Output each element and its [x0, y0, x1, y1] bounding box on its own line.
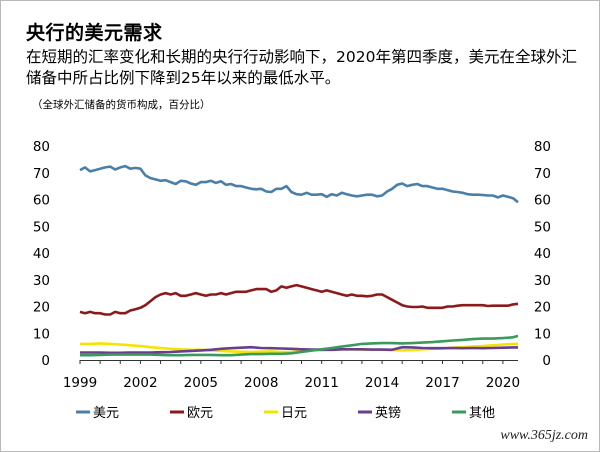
- y-tick-label-left: 50: [33, 219, 50, 235]
- chart-title: 央行的美元需求: [26, 22, 163, 44]
- chart-note: （全球外汇储备的货币构成，百分比）: [32, 99, 211, 111]
- y-tick-label-right: 60: [534, 193, 551, 209]
- legend-label: 英镑: [375, 405, 401, 421]
- y-tick-label-left: 70: [33, 166, 50, 182]
- legend-label: 美元: [93, 406, 119, 421]
- x-tick-label: 2020: [486, 375, 520, 391]
- x-tick-label: 2014: [365, 375, 399, 391]
- series-line-4: [80, 345, 518, 355]
- y-tick-label-left: 10: [33, 326, 50, 342]
- x-tick-label: 2008: [244, 375, 278, 391]
- legend-label: 欧元: [187, 406, 213, 421]
- series-line-5: [80, 334, 519, 357]
- legend-label: 其他: [469, 406, 495, 421]
- y-tick-label-right: 80: [534, 139, 551, 155]
- y-tick-label-right: 40: [534, 246, 551, 262]
- x-tick-label: 2017: [425, 375, 459, 391]
- y-tick-label-right: 0: [542, 353, 551, 369]
- x-tick-label: 2011: [304, 375, 338, 391]
- y-tick-label-right: 10: [534, 326, 551, 342]
- y-tick-label-left: 40: [33, 246, 50, 262]
- y-tick-label-left: 20: [33, 300, 50, 316]
- x-tick-label: 2005: [184, 375, 218, 391]
- y-tick-label-right: 20: [534, 300, 551, 316]
- x-tick-label: 1999: [63, 375, 97, 391]
- y-tick-label-right: 50: [534, 219, 551, 235]
- y-tick-label-left: 60: [33, 193, 50, 209]
- watermark: www.365jz.com: [500, 428, 588, 443]
- series-line-1: [79, 164, 519, 204]
- y-tick-label-left: 0: [41, 353, 50, 369]
- series-line-2: [79, 283, 519, 316]
- y-tick-label-right: 70: [534, 166, 551, 182]
- y-tick-label-right: 30: [534, 273, 551, 289]
- chart-subtitle: 在短期的汇率变化和长期的央行行动影响下，2020年第四季度，美元在全球外汇储备中…: [26, 48, 577, 87]
- x-tick-label: 2002: [123, 375, 157, 391]
- y-tick-label-left: 30: [33, 273, 50, 289]
- y-tick-label-left: 80: [33, 139, 50, 155]
- legend-label: 日元: [281, 406, 307, 421]
